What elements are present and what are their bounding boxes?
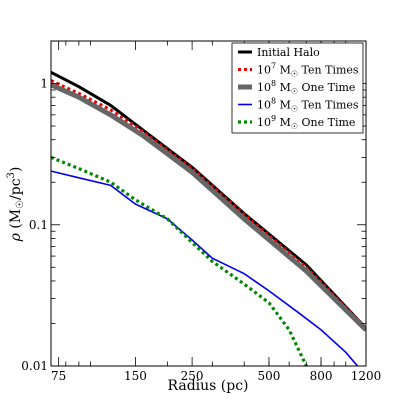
plot-frame xyxy=(50,40,367,367)
x-axis-title: Radius (pc) xyxy=(167,378,248,394)
series-line-3 xyxy=(51,82,366,332)
series-layer xyxy=(51,70,366,366)
y-tick-label-3: 1 xyxy=(40,77,48,91)
series-line-1 xyxy=(51,70,366,330)
y-axis-title-close: ) xyxy=(8,167,24,172)
y-tick-label-1: 0.01 xyxy=(21,359,48,373)
legend-label-4: 108 M☉ Ten Times xyxy=(257,97,359,114)
legend-label-2: 107 M☉ Ten Times xyxy=(257,62,359,79)
legend-box xyxy=(231,42,364,134)
x-tick-label-6: 1200 xyxy=(351,369,382,383)
x-tick-label-2: 150 xyxy=(124,369,147,383)
series-line-2 xyxy=(51,79,366,330)
x-tick-labels: 75 150 250 500 800 1200 xyxy=(51,369,381,383)
x-tick-label-4: 500 xyxy=(257,369,280,383)
y-axis-title-sun: ☉ xyxy=(15,200,26,209)
y-axis-title-exp: 3 xyxy=(6,172,17,178)
y-axis-title-rho: ρ xyxy=(8,232,24,242)
y-tick-labels: 0.01 0.1 1 xyxy=(21,77,48,373)
x-tick-label-3: 250 xyxy=(181,369,204,383)
series-line-4 xyxy=(51,170,359,366)
y-axis-title-slash: /pc xyxy=(8,178,24,200)
series-line-5 xyxy=(51,155,309,366)
y-axis-title: ρ (M☉/pc3) xyxy=(6,167,26,243)
legend-label-1: Initial Halo xyxy=(257,46,320,59)
legend-label-5: 109 M☉ One Time xyxy=(257,114,355,131)
x-tick-label-1: 75 xyxy=(51,369,66,383)
y-axis-title-open: (M xyxy=(8,209,24,233)
x-tick-label-5: 800 xyxy=(310,369,333,383)
y-tick-label-2: 0.1 xyxy=(29,218,48,232)
legend-label-3: 108 M☉ One Time xyxy=(257,79,355,96)
